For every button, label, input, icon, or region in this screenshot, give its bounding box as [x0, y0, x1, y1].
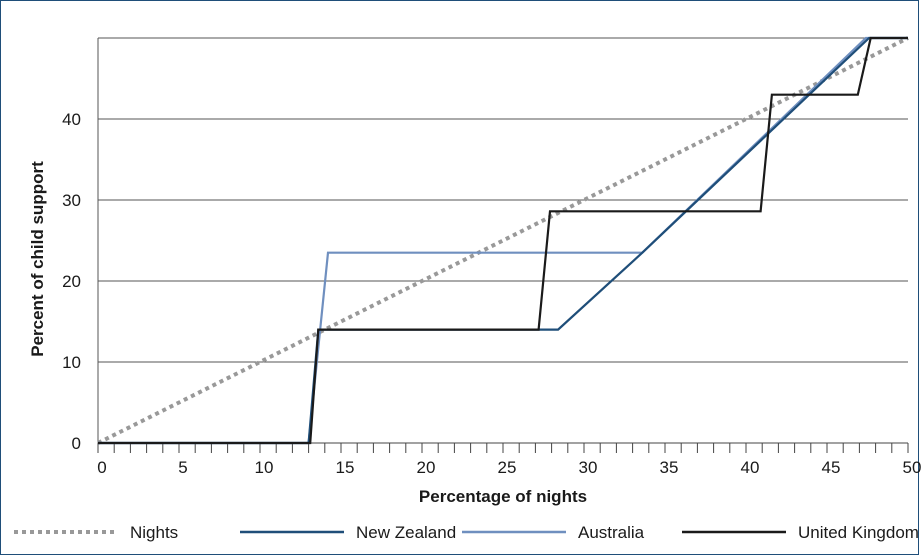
y-tick-label: 40 — [62, 110, 81, 129]
x-tick-label: 30 — [579, 458, 598, 477]
x-tick-label: 40 — [741, 458, 760, 477]
y-tick-label: 20 — [62, 272, 81, 291]
legend-label: Nights — [130, 523, 178, 542]
legend-label: New Zealand — [356, 523, 456, 542]
legend-label: Australia — [578, 523, 645, 542]
y-axis-title: Percent of child support — [28, 161, 47, 357]
y-tick-label: 10 — [62, 353, 81, 372]
x-axis-title: Percentage of nights — [419, 487, 587, 506]
x-tick-label: 15 — [336, 458, 355, 477]
x-tick-label: 20 — [417, 458, 436, 477]
x-tick-label: 0 — [97, 458, 106, 477]
y-axis: 0 10 20 30 40 — [62, 110, 81, 453]
x-tick-label: 5 — [178, 458, 187, 477]
x-tick-label: 10 — [255, 458, 274, 477]
legend: Nights New Zealand Australia United Kingdom — [14, 523, 919, 542]
series-line-nights — [97, 36, 909, 445]
x-tick-label: 50 — [903, 458, 921, 477]
x-tick-label: 35 — [660, 458, 679, 477]
grid-lines — [97, 37, 908, 444]
x-axis: 0 5 10 15 20 25 30 35 40 45 50 — [97, 443, 921, 477]
series-lines — [97, 36, 909, 445]
series-line-united-kingdom — [98, 36, 908, 445]
y-tick-label: 30 — [62, 191, 81, 210]
legend-label: United Kingdom — [798, 523, 919, 542]
x-tick-label: 45 — [822, 458, 841, 477]
x-tick-label: 25 — [498, 458, 517, 477]
y-tick-label: 0 — [72, 434, 81, 453]
